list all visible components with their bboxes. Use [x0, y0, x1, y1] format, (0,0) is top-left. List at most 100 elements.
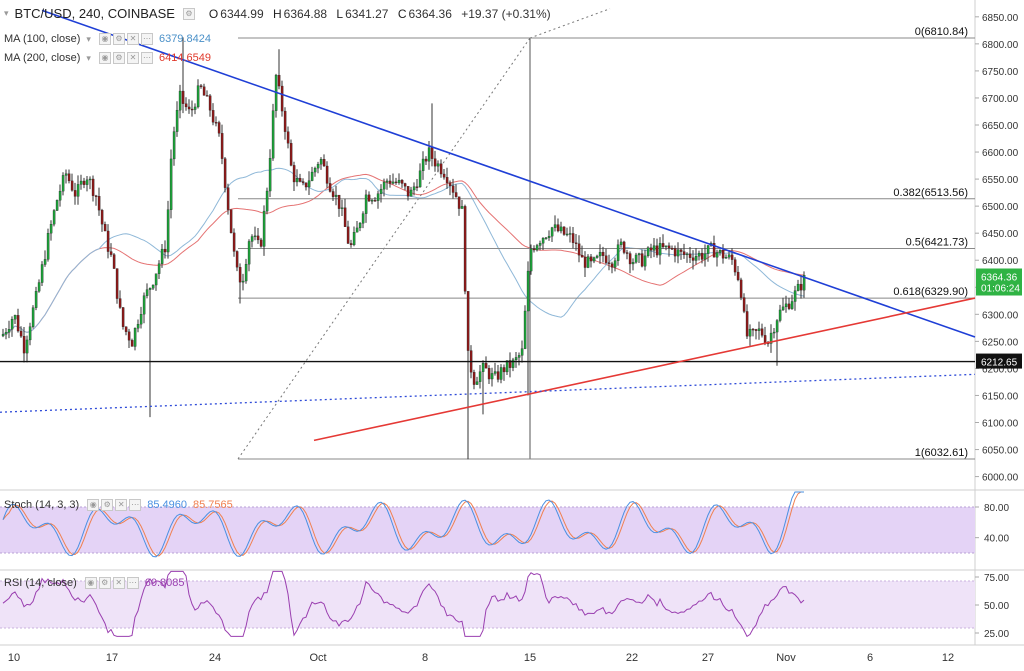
candle: [316, 161, 320, 174]
settings-icon[interactable]: ⚙: [101, 499, 114, 511]
more-icon[interactable]: ⋯: [140, 33, 153, 45]
settings-icon[interactable]: ⚙: [98, 577, 111, 589]
fibonacci-retracement[interactable]: 0(6810.84) 0.382(6513.56) 0.5(6421.73) 0.61…: [237, 8, 975, 460]
last-price-tag: [976, 268, 1022, 296]
candle: [775, 319, 779, 366]
close-icon[interactable]: ✕: [126, 33, 139, 45]
candle-body: [226, 187, 230, 210]
candle-body: [196, 85, 200, 108]
price-tick-label: 6850.00: [982, 13, 1019, 24]
eye-icon[interactable]: ◉: [84, 577, 97, 589]
candle: [130, 338, 134, 347]
price-tick-label: 6400.00: [982, 256, 1019, 267]
candle: [181, 37, 185, 114]
candle-body: [733, 259, 737, 273]
more-icon[interactable]: ⋯: [140, 52, 153, 64]
candle-body: [568, 233, 572, 235]
stoch-controls[interactable]: ◉ ⚙ ✕ ⋯: [87, 499, 142, 511]
candle: [25, 335, 29, 363]
ma200-label[interactable]: MA (200, close): [4, 52, 81, 64]
candle-body: [601, 251, 605, 256]
candle: [382, 178, 386, 197]
candle: [85, 176, 89, 192]
ma100-chevron-icon[interactable]: ▾: [86, 33, 91, 44]
candle: [658, 237, 662, 265]
ma100-controls[interactable]: ◉ ⚙ ✕ ⋯: [98, 33, 153, 45]
candle: [286, 126, 290, 149]
candle: [13, 314, 17, 325]
price-tick-label: 6150.00: [982, 391, 1019, 402]
candle: [454, 184, 458, 198]
candle-body: [763, 335, 767, 344]
eye-icon[interactable]: ◉: [98, 52, 111, 64]
open-label: O: [208, 6, 219, 21]
symbol-controls[interactable]: ⚙: [182, 7, 195, 20]
candle-body: [769, 332, 773, 344]
candle: [58, 184, 62, 207]
settings-icon[interactable]: ⚙: [112, 52, 125, 64]
rsi-controls[interactable]: ◉ ⚙ ✕ ⋯: [84, 577, 139, 589]
symbol-title[interactable]: BTC/USD, 240, COINBASE: [14, 6, 175, 21]
candle: [745, 304, 749, 339]
ma200-controls[interactable]: ◉ ⚙ ✕ ⋯: [98, 52, 153, 64]
candle-body: [67, 173, 71, 182]
close-icon[interactable]: ✕: [115, 499, 128, 511]
eye-icon[interactable]: ◉: [87, 499, 100, 511]
time-axis[interactable]: 10 17 24 Oct 8 15 22 27 Nov 6 12: [8, 652, 954, 664]
candle: [328, 177, 332, 193]
candle: [37, 279, 41, 293]
candle: [487, 365, 491, 384]
close-value: 6364.36: [408, 6, 452, 21]
candle: [703, 244, 707, 267]
stoch-label[interactable]: Stoch (14, 3, 3): [4, 499, 80, 511]
candle-body: [616, 244, 620, 261]
candle-body: [106, 230, 110, 252]
candle: [739, 277, 743, 301]
candle-body: [643, 255, 647, 267]
candle-body: [202, 86, 206, 96]
price-tick-label: 6100.00: [982, 419, 1019, 430]
price-tick-label: 6300.00: [982, 310, 1019, 321]
settings-icon[interactable]: ⚙: [182, 7, 195, 20]
candle-body: [70, 180, 74, 191]
close-icon[interactable]: ✕: [112, 577, 125, 589]
candle: [148, 287, 152, 418]
candle-body: [40, 264, 44, 283]
trendlines[interactable]: [0, 9, 976, 442]
candle-body: [607, 262, 611, 264]
candle-body: [460, 206, 464, 209]
candle: [289, 139, 293, 167]
candle-body: [577, 243, 581, 256]
rsi-label[interactable]: RSI (14, close): [4, 577, 77, 589]
candle: [364, 189, 368, 223]
candle: [448, 180, 452, 196]
price-tick-label: 6700.00: [982, 94, 1019, 105]
more-icon[interactable]: ⋯: [129, 499, 142, 511]
candle-body: [427, 147, 431, 162]
candle: [736, 266, 740, 282]
candle-body: [112, 254, 116, 269]
candle-body: [418, 170, 422, 188]
candle-body: [394, 181, 398, 184]
candle: [493, 362, 497, 376]
close-icon[interactable]: ✕: [126, 52, 139, 64]
ma100-label[interactable]: MA (100, close): [4, 33, 81, 45]
candle-body: [115, 268, 119, 299]
more-icon[interactable]: ⋯: [126, 577, 139, 589]
candle-body: [598, 251, 602, 257]
candle: [226, 183, 230, 215]
time-tick-label: Nov: [776, 652, 796, 664]
eye-icon[interactable]: ◉: [98, 33, 111, 45]
candle-body: [604, 255, 608, 263]
price-axis[interactable]: 6850.00 6800.00 6750.00 6700.00 6650.00 6600.…: [975, 13, 1022, 640]
settings-icon[interactable]: ⚙: [112, 33, 125, 45]
candle: [79, 174, 83, 190]
ma200-chevron-icon[interactable]: ▾: [86, 52, 91, 63]
collapse-chevron-icon[interactable]: ▾: [4, 8, 9, 18]
candle-body: [172, 131, 176, 160]
candle-body: [658, 243, 662, 256]
candle: [40, 261, 44, 286]
candle-body: [559, 226, 563, 232]
